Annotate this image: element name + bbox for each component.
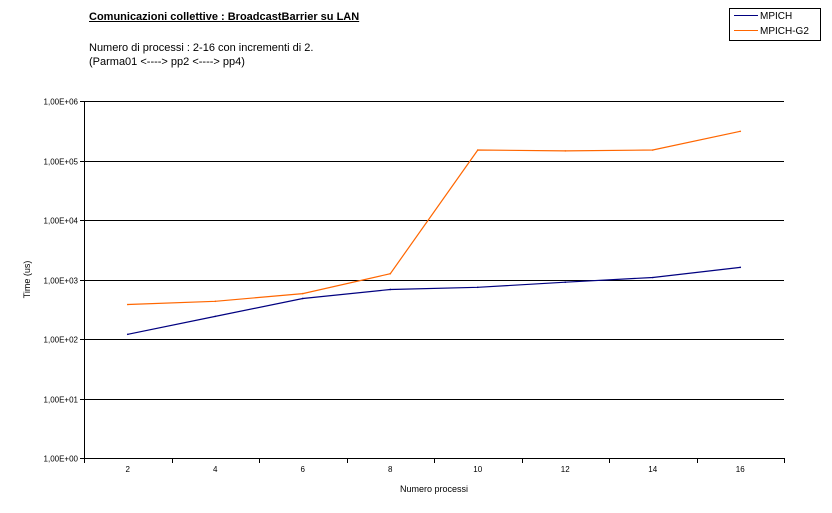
subtitle-line-1: Numero di processi : 2-16 con incrementi… [89,42,314,54]
y-tick-label-0: 1,00E+00 [44,455,79,464]
x-axis-title: Numero processi [400,484,468,494]
data-point-mpich-g2-14 [651,149,654,151]
legend: MPICH MPICH-G2 [729,8,821,41]
legend-label-mpich: MPICH [760,11,793,22]
data-point-mpich-g2-4 [214,300,217,303]
chart-subtitle: Numero di processi : 2-16 con incrementi… [89,41,313,69]
legend-label-mpich-g2: MPICH-G2 [760,26,809,37]
x-tick-label-6: 14 [648,465,657,474]
data-point-mpich-6 [301,297,304,300]
data-point-mpich-g2-16 [739,130,742,133]
data-point-mpich-16 [739,266,742,269]
data-point-mpich-g2-10 [476,149,479,151]
legend-item-mpich: MPICH [734,11,792,25]
legend-swatch-mpich [734,15,758,16]
y-axis-title: Time (us) [22,261,32,299]
data-point-mpich-g2-2 [126,303,129,306]
plot-area [84,101,784,458]
chart-title: Comunicazioni collettive : BroadcastBarr… [89,11,360,23]
y-tick-label-6: 1,00E+06 [44,98,79,107]
x-tick-label-7: 16 [736,465,745,474]
y-tick-label-5: 1,00E+05 [44,158,79,167]
x-tick-label-2: 6 [301,465,306,474]
data-point-mpich-g2-12 [564,150,567,152]
data-point-mpich-14 [651,276,654,279]
data-point-mpich-g2-8 [389,272,392,275]
data-point-mpich-2 [126,333,129,336]
data-point-mpich-g2-6 [301,292,304,295]
data-point-mpich-10 [476,286,479,289]
legend-item-mpich-g2: MPICH-G2 [734,26,809,40]
y-tick-label-3: 1,00E+03 [44,277,79,286]
y-tick-label-2: 1,00E+02 [44,336,79,345]
series-line-mpich [127,266,741,335]
y-tick-label-1: 1,00E+01 [44,396,79,405]
x-tick-label-5: 12 [561,465,570,474]
x-tick-label-4: 10 [473,465,482,474]
x-tick-label-3: 8 [388,465,393,474]
data-point-mpich-12 [564,281,567,284]
data-point-mpich-4 [214,315,217,318]
y-tick-label-4: 1,00E+04 [44,217,79,226]
x-tick-label-0: 2 [126,465,131,474]
x-tick-label-1: 4 [213,465,218,474]
legend-swatch-mpich-g2 [734,30,758,31]
data-point-mpich-8 [389,288,392,291]
series-line-mpich-g2 [127,130,741,306]
subtitle-line-2: (Parma01 <----> pp2 <----> pp4) [89,56,245,68]
